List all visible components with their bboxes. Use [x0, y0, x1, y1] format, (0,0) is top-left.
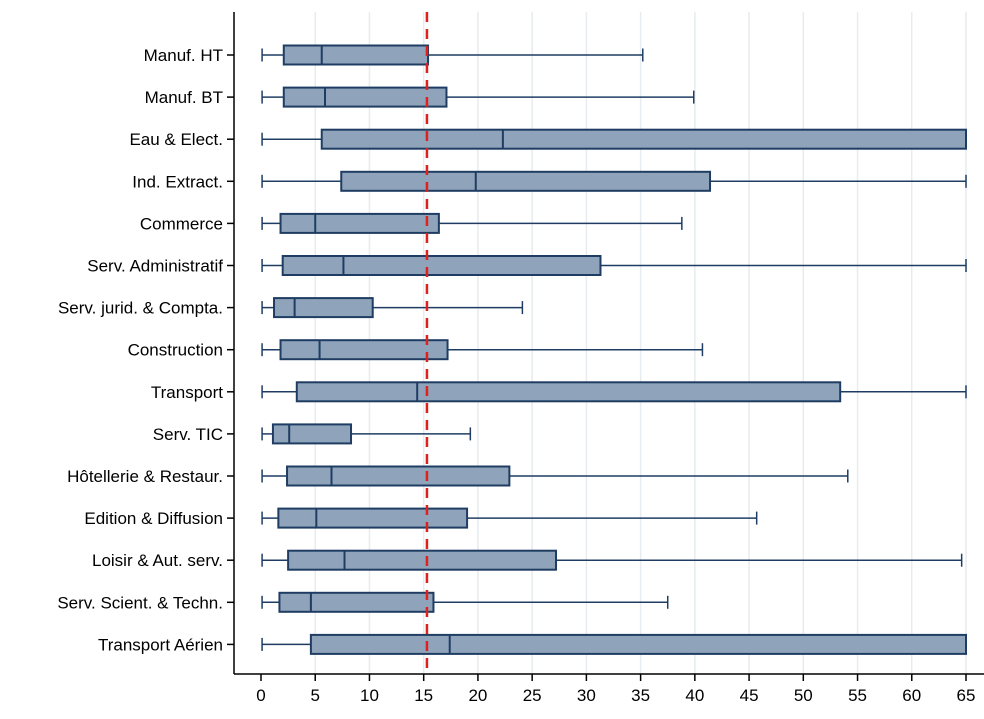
x-tick-label: 15 — [414, 686, 433, 705]
grid-lines — [314, 12, 967, 674]
x-tick-label: 35 — [631, 686, 650, 705]
box-iqr — [281, 255, 602, 276]
x-tick-label: 25 — [523, 686, 542, 705]
box-iqr — [273, 297, 374, 319]
boxes — [261, 44, 967, 655]
category-label: Serv. Administratif — [87, 257, 223, 276]
box-iqr — [287, 549, 558, 571]
category-label: Commerce — [140, 214, 223, 233]
x-tick-label: 50 — [794, 686, 813, 705]
category-label: Loisir & Aut. serv. — [92, 551, 223, 570]
box-iqr — [309, 633, 967, 655]
labels: 0 5 10 15 20 25 30 35 40 45 50 55 60 65 Manuf. HT Manuf… — [57, 46, 975, 705]
x-tick-label: 20 — [468, 686, 487, 705]
x-tick-label: 10 — [360, 686, 379, 705]
box-iqr — [279, 339, 449, 361]
x-tick-label: 5 — [310, 686, 319, 705]
axes — [227, 12, 984, 681]
category-label: Transport Aérien — [98, 635, 223, 654]
category-label: Manuf. HT — [144, 46, 223, 65]
x-tick-label: 30 — [577, 686, 596, 705]
x-tick-label: 0 — [256, 686, 265, 705]
x-tick-label: 65 — [957, 686, 976, 705]
box-group — [261, 297, 524, 319]
box-group — [261, 423, 472, 445]
box-iqr — [282, 86, 448, 108]
box-iqr — [278, 591, 435, 613]
category-label: Hôtellerie & Restaur. — [67, 467, 223, 486]
category-label: Manuf. BT — [145, 88, 223, 107]
category-label: Edition & Diffusion — [84, 509, 223, 528]
box-group — [261, 255, 967, 276]
category-label: Eau & Elect. — [129, 130, 223, 149]
x-tick-label: 55 — [848, 686, 867, 705]
x-tick-label: 40 — [685, 686, 704, 705]
box-group — [261, 170, 967, 192]
category-label: Transport — [151, 383, 223, 402]
box-iqr — [286, 465, 511, 487]
box-group — [261, 633, 967, 655]
box-group — [261, 465, 849, 487]
box-group — [261, 549, 963, 571]
box-group — [261, 44, 644, 66]
box-iqr — [340, 170, 712, 192]
box-group — [261, 381, 967, 403]
box-iqr — [277, 507, 469, 529]
box-group — [261, 339, 704, 361]
box-group — [261, 212, 683, 234]
category-label: Construction — [128, 341, 223, 360]
category-label: Serv. Scient. & Techn. — [57, 593, 223, 612]
category-label: Ind. Extract. — [132, 172, 223, 191]
x-tick-label: 60 — [902, 686, 921, 705]
box-group — [261, 507, 758, 529]
box-iqr — [282, 44, 430, 66]
box-iqr — [320, 128, 967, 150]
box-iqr — [279, 212, 440, 234]
box-group — [261, 128, 967, 150]
category-label: Serv. TIC — [153, 425, 223, 444]
box-group — [261, 86, 695, 108]
box-iqr — [271, 423, 353, 445]
category-label: Serv. jurid. & Compta. — [58, 299, 223, 318]
x-tick-label: 45 — [740, 686, 759, 705]
box-group — [261, 591, 669, 613]
box-iqr — [295, 381, 842, 403]
